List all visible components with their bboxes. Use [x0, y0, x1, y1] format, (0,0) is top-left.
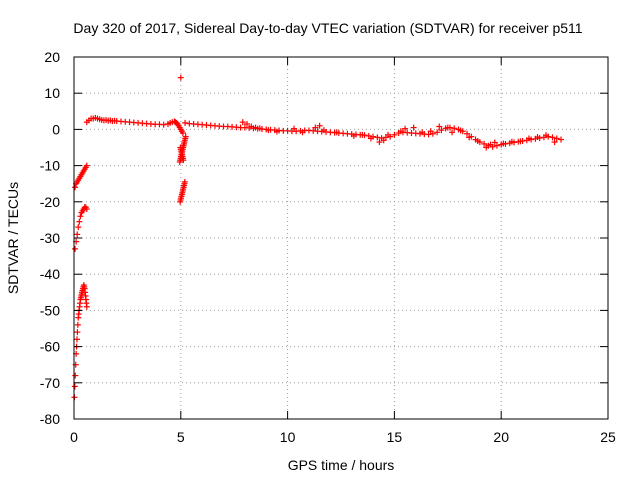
data-point	[252, 124, 259, 131]
data-point	[72, 245, 79, 252]
data-point	[181, 178, 188, 185]
data-point	[391, 131, 398, 138]
points-layer	[71, 74, 565, 401]
x-axis-label: GPS time / hours	[288, 457, 395, 473]
data-point	[543, 132, 550, 139]
x-tick-label: 25	[600, 429, 616, 445]
y-tick-label: -50	[40, 302, 60, 318]
data-point	[410, 124, 417, 131]
data-point	[74, 321, 81, 328]
data-point	[320, 127, 327, 134]
data-point	[457, 127, 464, 134]
data-point	[182, 119, 189, 126]
y-tick-label: -10	[40, 158, 60, 174]
y-tick-label: -70	[40, 375, 60, 391]
data-point	[438, 127, 445, 134]
data-point	[384, 131, 391, 138]
data-point	[177, 74, 184, 81]
data-point	[83, 206, 90, 213]
data-point	[74, 231, 81, 238]
data-point	[299, 129, 306, 136]
data-point	[451, 125, 458, 132]
data-point	[265, 127, 272, 134]
data-point	[367, 135, 374, 142]
x-tick-label: 0	[70, 429, 78, 445]
data-point	[402, 125, 409, 132]
data-point	[508, 138, 515, 145]
data-point	[316, 122, 323, 129]
data-point	[419, 129, 426, 136]
y-tick-label: -80	[40, 411, 60, 427]
data-point	[74, 329, 81, 336]
data-point	[312, 124, 319, 131]
data-point	[481, 140, 488, 147]
data-point	[493, 142, 500, 149]
data-point	[333, 129, 340, 136]
data-point	[487, 141, 494, 148]
data-point	[239, 119, 246, 126]
labels-layer: 0 5 10 15 20 25 -80 -70 -60 -50 -40 -30 -20 -10 0 10 20	[40, 49, 616, 445]
data-point	[179, 130, 186, 137]
y-tick-label: -60	[40, 339, 60, 355]
data-point	[551, 139, 558, 146]
data-point	[558, 136, 565, 143]
data-point	[474, 137, 481, 144]
data-point	[464, 130, 471, 137]
data-point	[449, 129, 456, 136]
data-point	[549, 134, 556, 141]
data-point	[517, 138, 524, 145]
y-tick-label: -40	[40, 266, 60, 282]
data-point	[397, 128, 404, 135]
data-point	[180, 157, 187, 164]
data-point	[525, 135, 532, 142]
data-point	[248, 123, 255, 130]
data-point	[374, 134, 381, 141]
data-point	[500, 140, 507, 147]
data-point	[72, 184, 79, 191]
data-point	[425, 131, 432, 138]
data-point	[244, 120, 251, 127]
ticks-layer	[73, 56, 609, 420]
data-point	[76, 218, 83, 225]
data-point	[491, 139, 498, 146]
data-point	[466, 134, 473, 141]
data-point	[359, 131, 366, 138]
data-point	[444, 124, 451, 131]
data-point	[160, 121, 167, 128]
data-point	[380, 137, 387, 144]
data-point	[256, 125, 263, 132]
data-point	[553, 135, 560, 142]
x-tick-label: 15	[387, 429, 403, 445]
data-point	[75, 224, 82, 231]
data-point	[182, 133, 189, 140]
data-point	[350, 132, 357, 139]
y-tick-label: 10	[44, 85, 60, 101]
data-point	[83, 162, 90, 169]
grid-layer	[74, 57, 608, 419]
chart-title: Day 320 of 2017, Sidereal Day-to-day VTE…	[73, 20, 582, 36]
y-axis-label: SDTVAR / TECUs	[5, 182, 21, 294]
y-tick-label: -30	[40, 230, 60, 246]
data-point	[376, 139, 383, 146]
x-tick-label: 20	[493, 429, 509, 445]
y-tick-label: 20	[44, 49, 60, 65]
x-tick-label: 10	[280, 429, 296, 445]
data-point	[483, 144, 490, 151]
data-point	[72, 372, 79, 379]
data-point	[83, 303, 90, 310]
data-point	[291, 125, 298, 132]
y-tick-label: 0	[52, 121, 60, 137]
data-point	[434, 129, 441, 136]
y-tick-label: -20	[40, 194, 60, 210]
data-point	[77, 213, 84, 220]
data-point	[427, 128, 434, 135]
data-point	[71, 383, 78, 390]
data-point	[534, 134, 541, 141]
data-point	[436, 123, 443, 130]
data-point	[273, 128, 280, 135]
x-tick-label: 5	[177, 429, 185, 445]
data-point	[73, 336, 80, 343]
